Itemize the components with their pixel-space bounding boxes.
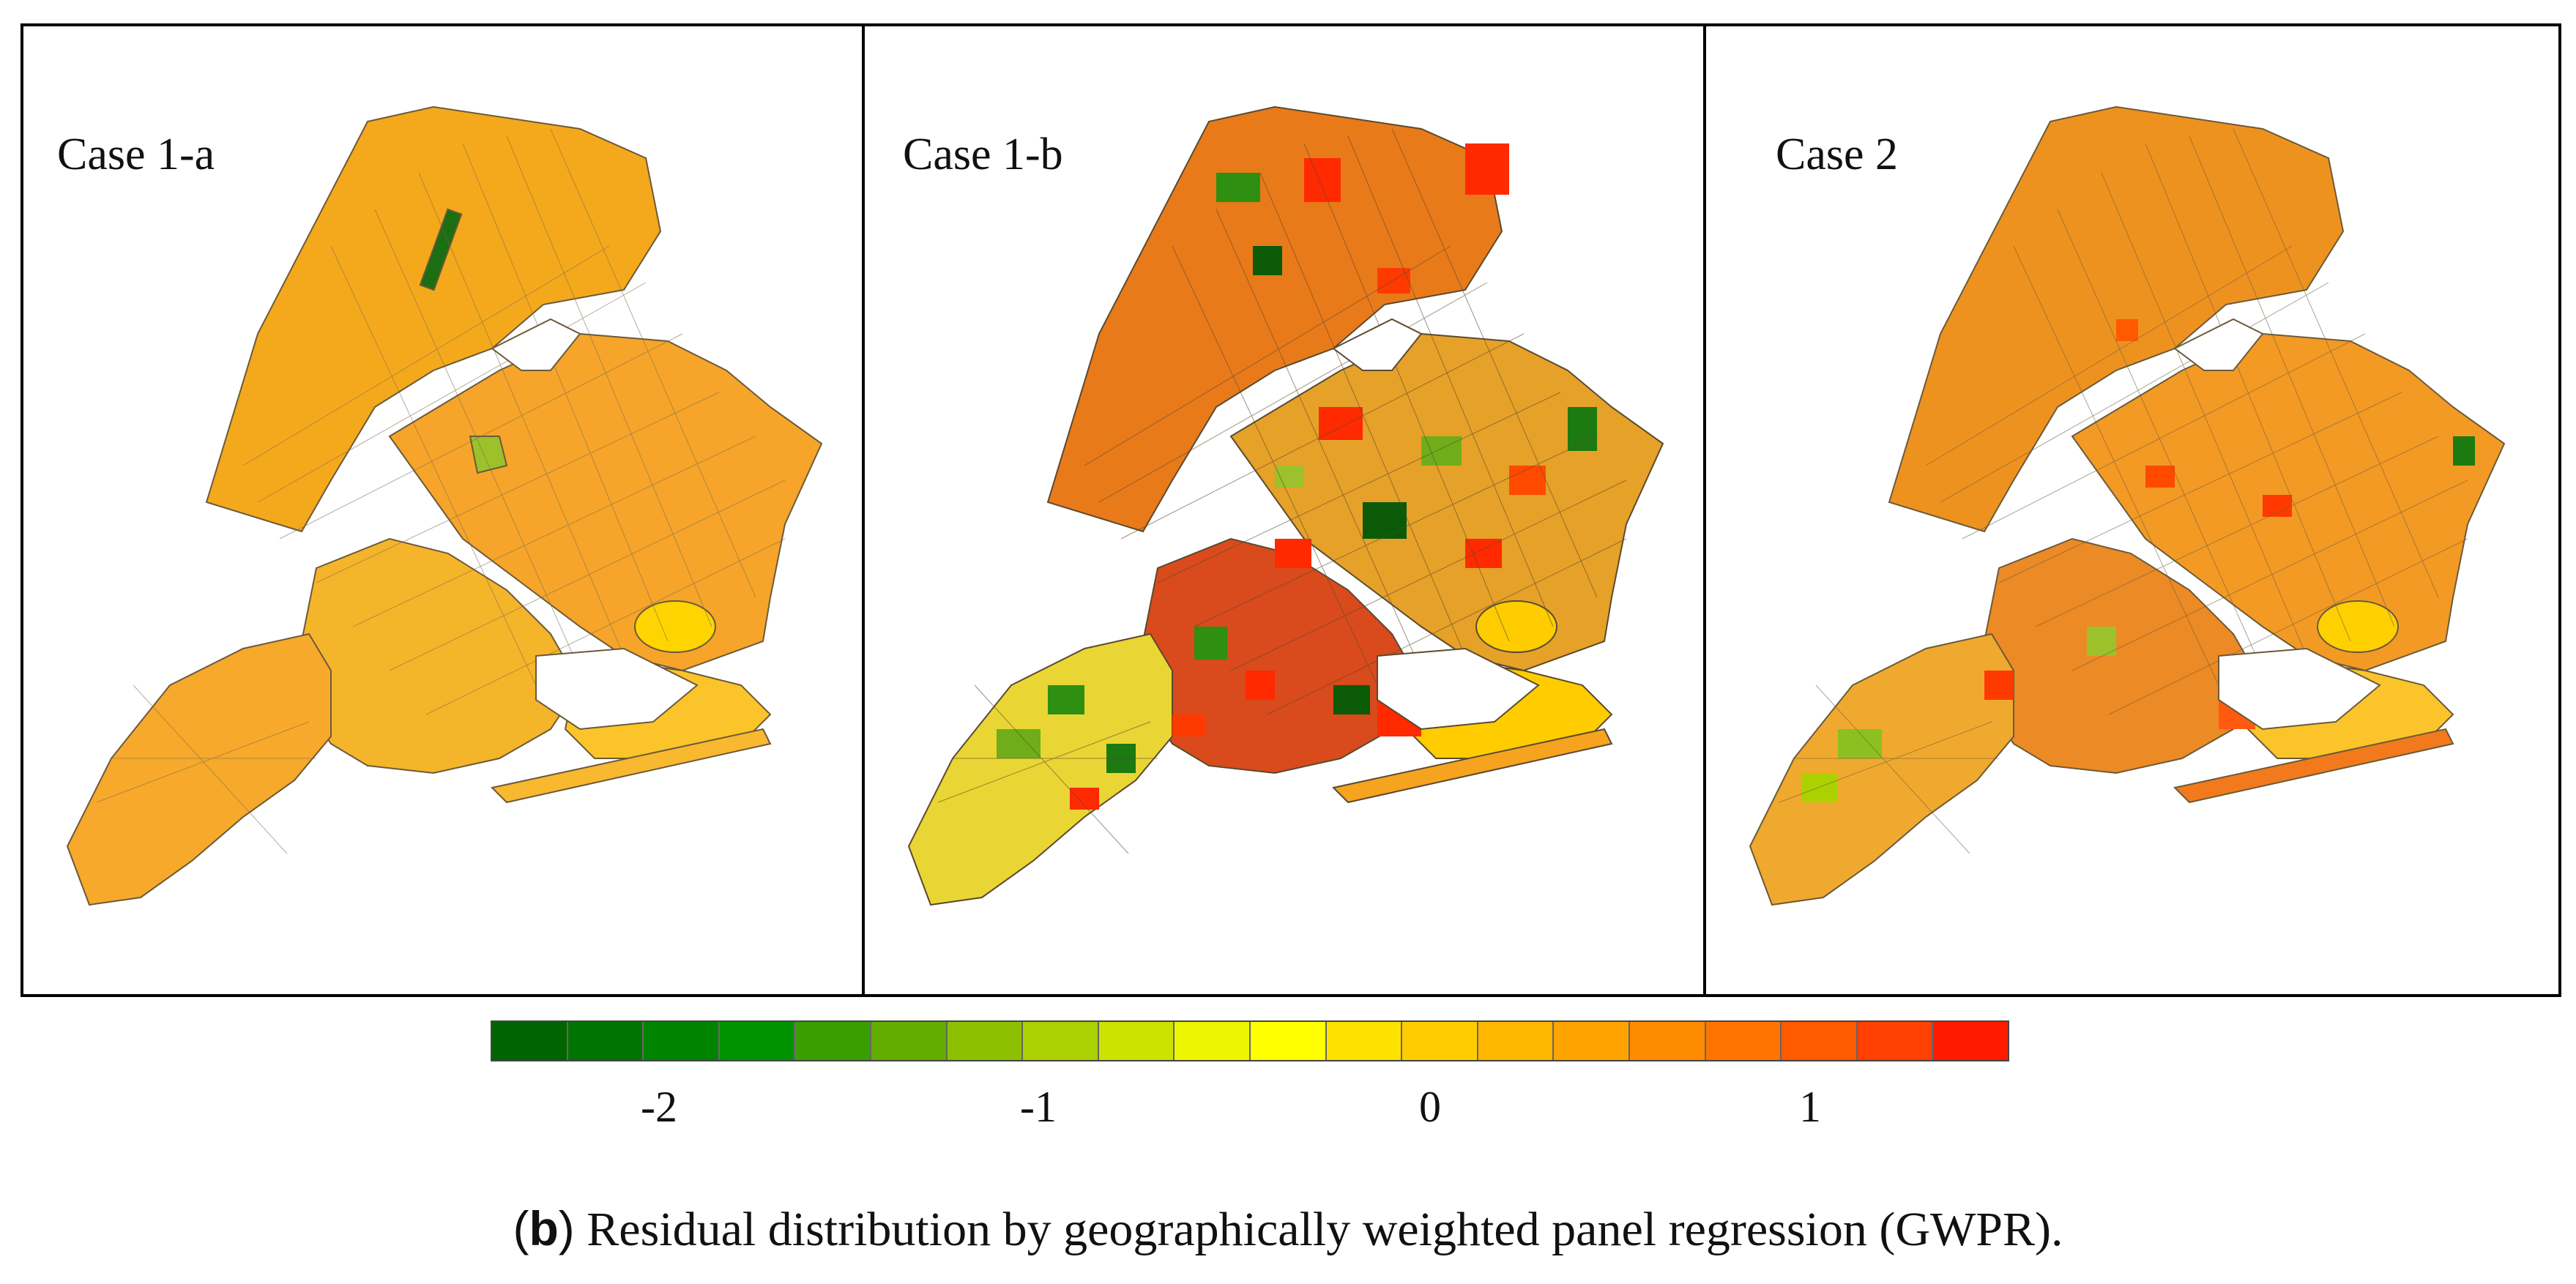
legend-swatch [1857,1022,1934,1060]
figure-caption: (b) Residual distribution by geographica… [0,1201,2576,1258]
east-river-water [491,318,581,371]
nyc-residual-map-case-2 [1749,105,2506,906]
caption-tag: (b) [513,1201,574,1255]
staten-island-region [1749,632,2014,906]
legend-swatch [1629,1022,1706,1060]
legend-swatch [719,1022,796,1060]
panel-divider-1 [862,23,865,997]
legend-swatch [947,1022,1024,1060]
jamaica-bay-water [535,647,699,731]
legend-swatch [795,1022,871,1060]
jfk-area [2317,600,2399,653]
legend-swatch [1326,1022,1403,1060]
legend-tick-0: 0 [1419,1083,1441,1131]
legend-tick-minus-1: -1 [1020,1083,1057,1131]
jfk-area [634,600,716,653]
legend-swatch [492,1022,568,1060]
rockaway-strip [1331,728,1613,804]
central-park-area [419,208,463,291]
east-river-water [2173,318,2264,371]
caption-text: Residual distribution by geographically … [574,1203,2063,1256]
jamaica-bay-water [1377,647,1540,731]
map-panel-case-1a: Case 1-a [23,26,862,994]
legend-swatch [1023,1022,1099,1060]
caption-tag-close: ) [558,1201,575,1255]
legend-swatch [1250,1022,1327,1060]
map-panel-case-2: Case 2 [1706,26,2558,994]
nyc-residual-map-case-1b [907,105,1664,906]
legend-swatch [1554,1022,1630,1060]
jfk-area [1475,600,1557,653]
panel-divider-2 [1703,23,1706,997]
panel-label-case-2: Case 2 [1776,130,1899,179]
green-patch [469,436,508,474]
legend-swatch [1705,1022,1782,1060]
rockaway-strip [490,728,772,804]
legend-swatch [1782,1022,1858,1060]
rockaway-strip [2173,728,2454,804]
map-panel-case-1b: Case 1-b [865,26,1703,994]
legend-swatch [1402,1022,1478,1060]
panel-label-case-1b: Case 1-b [903,130,1063,179]
east-river-water [1332,318,1423,371]
legend-swatch [1933,1022,2008,1060]
manhattan-bronx-region [1046,105,1503,533]
legend-swatch [1175,1022,1251,1060]
legend-tick-minus-2: -2 [641,1083,677,1131]
staten-island-region [66,632,332,906]
legend-swatch [644,1022,720,1060]
caption-tag-open: ( [513,1201,529,1255]
legend-swatch [1098,1022,1175,1060]
jamaica-bay-water [2218,647,2381,731]
nyc-residual-map-case-1a [66,105,823,906]
panel-label-case-1a: Case 1-a [57,130,215,179]
legend-swatch [871,1022,948,1060]
legend-tick-1: 1 [1799,1083,1821,1131]
legend-swatch [1478,1022,1555,1060]
figure-frame [21,23,2561,997]
manhattan-bronx-region [205,105,662,533]
color-scale-legend [491,1020,2009,1061]
legend-swatch [567,1022,644,1060]
caption-tag-letter: b [529,1201,559,1255]
